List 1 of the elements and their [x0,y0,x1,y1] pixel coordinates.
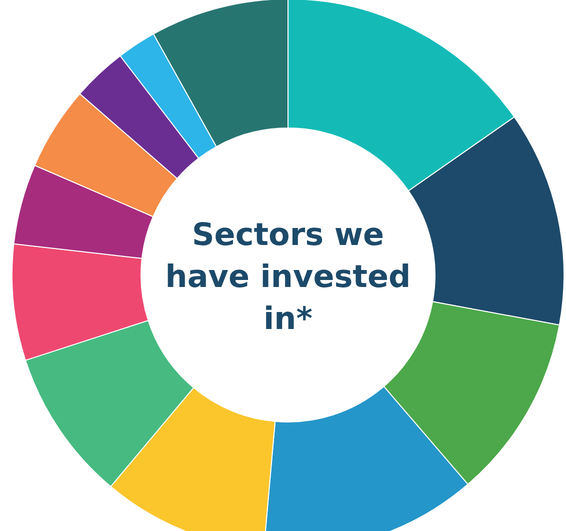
text: Sectors we have invested in* [165,217,411,337]
